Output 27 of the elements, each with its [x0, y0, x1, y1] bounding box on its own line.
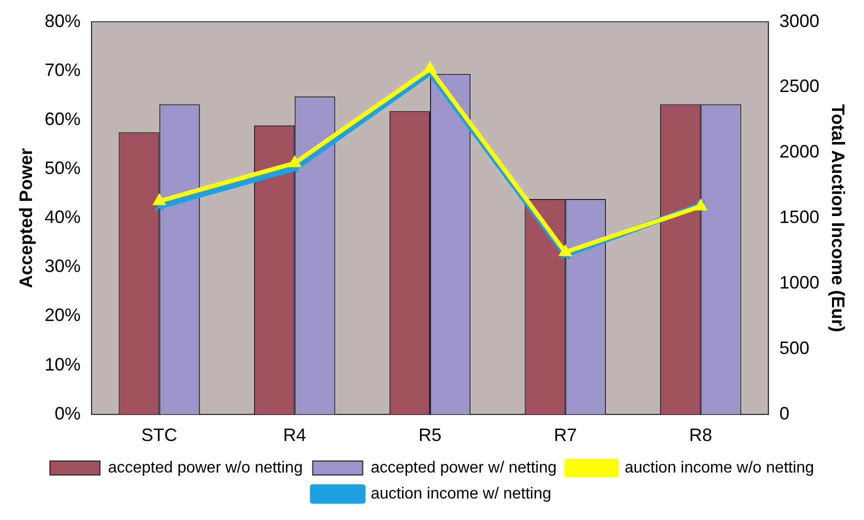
y-tick-label: 70%	[44, 60, 81, 80]
y-tick-label: 50%	[44, 158, 81, 178]
y2-tick-label: 1000	[779, 272, 820, 292]
y2-tick-label: 2000	[779, 142, 820, 162]
y2-axis-title: Total Auction Income (Eur)	[828, 104, 848, 332]
y2-tick-label: 0	[779, 403, 790, 424]
y-tick-label: 10%	[44, 354, 81, 374]
y2-tick-label: 3000	[779, 10, 820, 31]
legend-label: auction income w/o netting	[624, 459, 814, 476]
x-tick-label: STC	[141, 425, 178, 446]
y2-tick-label: 1500	[779, 207, 820, 228]
x-tick-label: R7	[554, 425, 577, 446]
y2-tick-label: 500	[779, 338, 810, 358]
legend-label: accepted power w/o netting	[108, 459, 303, 476]
y-tick-label: 0%	[54, 403, 81, 424]
legend-label: auction income w/ netting	[370, 485, 552, 502]
legend-label: accepted power w/ netting	[370, 459, 557, 476]
x-tick-label: R8	[689, 425, 712, 446]
y-tick-label: 60%	[44, 108, 81, 129]
x-tick-label: R5	[418, 425, 442, 446]
y-tick-label: 80%	[44, 10, 81, 31]
y-axis-title: Accepted Power	[16, 148, 36, 288]
y-tick-label: 20%	[44, 305, 81, 326]
y-tick-label: 40%	[44, 207, 81, 228]
y-tick-label: 30%	[44, 256, 81, 276]
x-tick-label: R4	[283, 425, 306, 446]
y2-tick-label: 2500	[779, 76, 820, 96]
